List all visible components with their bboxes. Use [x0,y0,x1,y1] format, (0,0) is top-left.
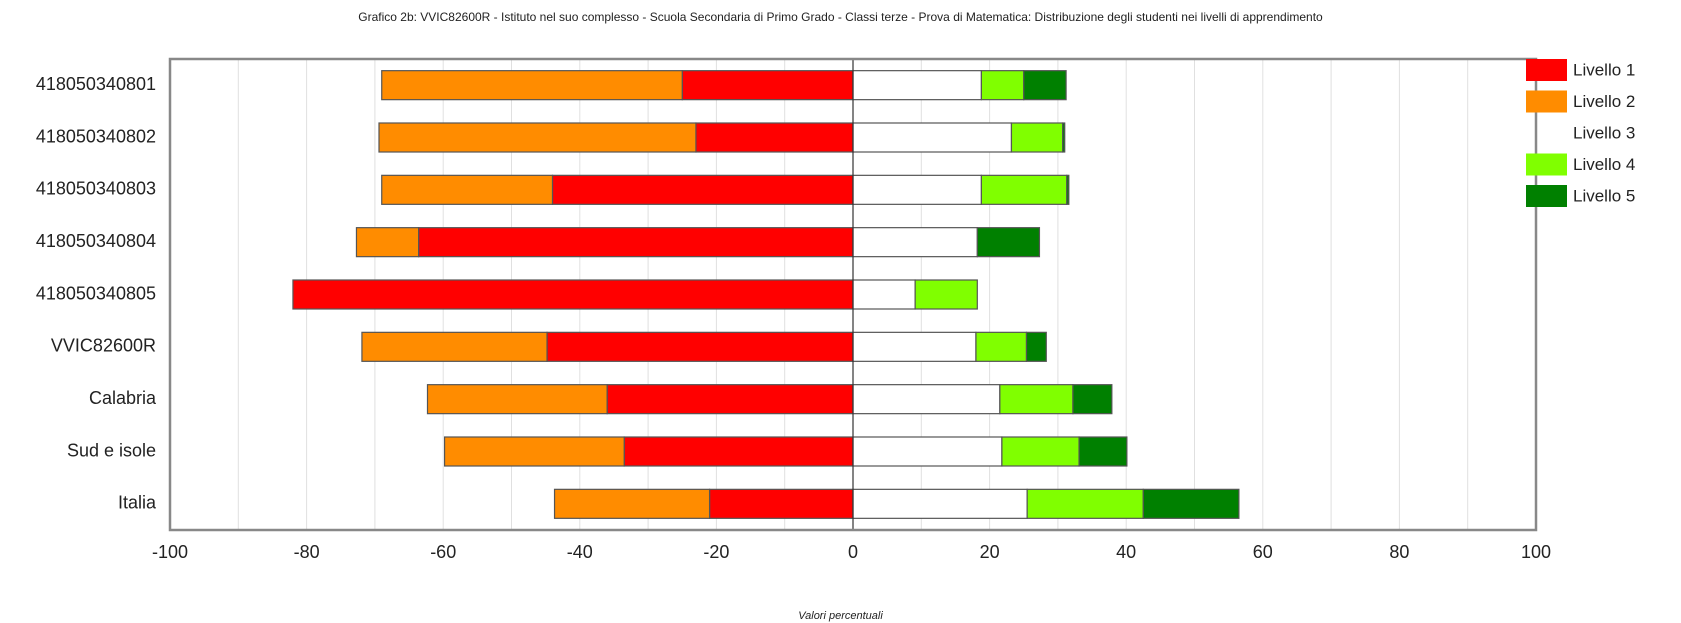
bar-livello-3 [852,227,978,258]
x-tick-label: 80 [1389,542,1409,562]
bar-livello-2 [381,70,683,101]
bar-livello-5 [976,227,1041,258]
bar-livello-2 [381,174,554,205]
category-label: Sud e isole [67,440,156,460]
legend-label: Livello 4 [1573,155,1635,174]
x-tick-label: -40 [567,542,593,562]
x-tick-label: -80 [294,542,320,562]
bar-livello-5 [1025,331,1047,362]
legend-label: Livello 3 [1573,123,1635,142]
bar-livello-3 [852,122,1013,153]
bar-livello-4 [1026,488,1144,519]
x-tick-label: 60 [1253,542,1273,562]
bar-livello-4 [914,279,978,310]
bar-livello-4 [975,331,1028,362]
x-axis-label: Valori percentuali [798,610,883,622]
bar-livello-1 [623,436,854,467]
legend-swatch [1526,153,1567,176]
bar-livello-5 [1023,70,1067,101]
bar-livello-3 [852,70,983,101]
plot-frame [168,57,1538,532]
bar-livello-1 [681,70,854,101]
legend-label: Livello 1 [1573,60,1635,79]
bar-livello-3 [852,174,983,205]
bar-livello-1 [292,279,854,310]
bar-livello-4 [980,70,1025,101]
bar-livello-2 [378,122,697,153]
bar-livello-4 [1010,122,1064,153]
x-tick-label: -100 [152,542,188,562]
bar-livello-5 [1142,488,1240,519]
x-tick-label: -60 [430,542,456,562]
bar-livello-1 [551,174,854,205]
bar-livello-2 [361,331,548,362]
bar-livello-1 [546,331,854,362]
chart-title: Grafico 2b: VVIC82600R - Istituto nel su… [358,10,1323,24]
x-tick-label: 40 [1116,542,1136,562]
x-tick-label: 20 [980,542,1000,562]
x-tick-label: 100 [1521,542,1551,562]
bar-livello-5 [1066,174,1070,205]
legend-swatch [1526,185,1567,207]
bar-livello-2 [355,227,420,258]
bar-livello-4 [999,384,1074,415]
bar-livello-4 [1001,436,1080,467]
bar-livello-5 [1078,436,1128,467]
bar-livello-4 [980,174,1068,205]
bar-livello-1 [606,384,854,415]
bar-livello-3 [852,436,1003,467]
x-tick-label: -20 [703,542,729,562]
x-tick-label: 0 [848,542,858,562]
bar-livello-5 [1062,122,1066,153]
bar-livello-2 [426,384,608,415]
category-label: Calabria [89,388,157,408]
category-label: 418050340801 [36,74,156,94]
bar-livello-3 [852,331,977,362]
bar-livello-3 [852,488,1028,519]
bar-livello-1 [695,122,854,153]
category-label: 418050340805 [36,283,156,303]
legend-label: Livello 2 [1573,92,1635,111]
bar-livello-2 [443,436,625,467]
category-label: VVIC82600R [51,336,156,356]
legend-swatch [1526,59,1567,81]
bar-livello-5 [1072,384,1113,415]
bar-livello-2 [553,488,711,519]
bar-livello-1 [418,227,854,258]
bar-livello-3 [852,279,916,310]
legend-label: Livello 5 [1573,186,1635,205]
category-label: Italia [118,493,157,513]
category-label: 418050340803 [36,179,156,199]
bar-livello-3 [852,384,1001,415]
bar-livello-1 [708,488,854,519]
category-label: 418050340802 [36,126,156,146]
legend-swatch [1526,90,1567,113]
category-label: 418050340804 [36,231,156,251]
